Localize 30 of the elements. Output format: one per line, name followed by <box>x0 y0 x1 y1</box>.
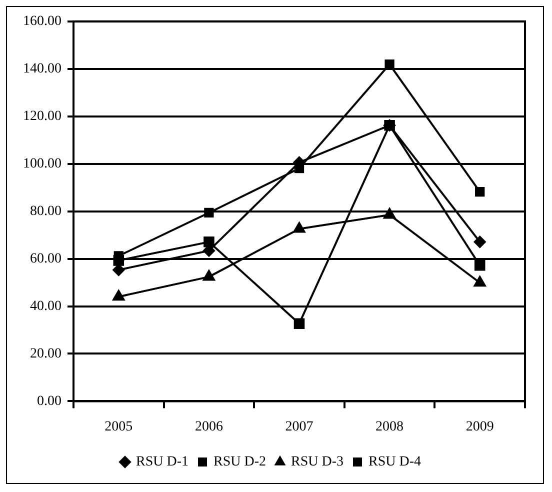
point <box>474 236 486 248</box>
point <box>293 222 306 233</box>
y-tick-label: 100.00 <box>23 156 62 172</box>
point <box>112 290 125 301</box>
y-tick-label: 120.00 <box>23 109 62 124</box>
y-tick-label: 20.00 <box>30 346 62 362</box>
point <box>474 260 486 271</box>
point <box>204 208 214 218</box>
y-tick-label: 80.00 <box>30 204 62 219</box>
point <box>475 187 485 197</box>
legend-label: RSU D-4 <box>368 454 422 470</box>
legend-label: RSU D-1 <box>136 454 188 470</box>
y-tick-label: 60.00 <box>30 251 62 266</box>
y-tick-label: 140.00 <box>23 62 62 77</box>
point <box>474 276 486 287</box>
x-tick-label: 2005 <box>104 419 133 434</box>
y-tick-label: 160.00 <box>23 14 62 30</box>
y-tick-label: 0.00 <box>37 394 62 409</box>
point <box>202 270 215 281</box>
legend-label: RSU D-3 <box>291 454 344 470</box>
y-tick-label: 40.00 <box>30 298 62 314</box>
legend-label: RSU D-2 <box>213 454 266 470</box>
x-tick-label: 2009 <box>466 419 494 434</box>
point <box>294 318 305 329</box>
x-tick-label: 2008 <box>376 419 404 434</box>
x-tick-label: 2006 <box>194 419 223 434</box>
point <box>204 236 214 248</box>
point <box>384 60 394 70</box>
point <box>384 208 396 219</box>
x-tick-label: 2007 <box>285 419 314 434</box>
